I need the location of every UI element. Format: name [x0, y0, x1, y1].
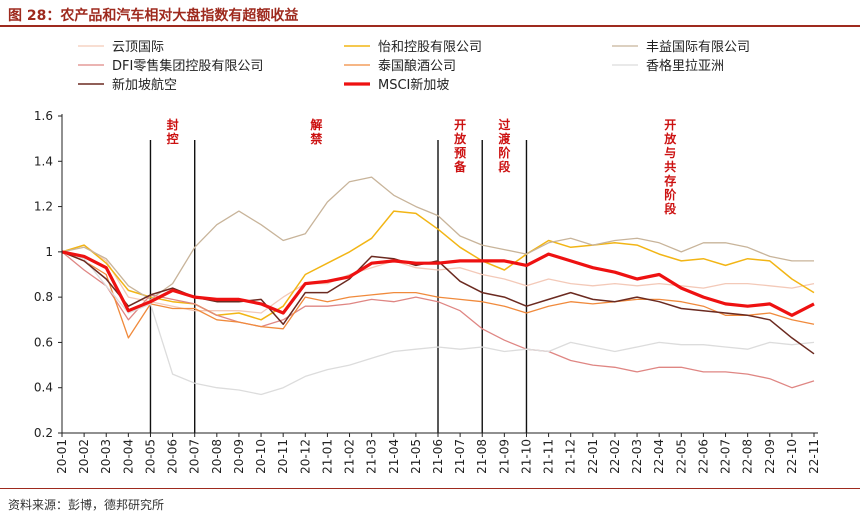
legend-label: 泰国酿酒公司 — [378, 58, 456, 74]
series-line — [61, 210, 815, 321]
legend-item: 丰益国际有限公司 — [612, 40, 750, 55]
x-tick-label: 21-02 — [343, 439, 357, 474]
x-tick-label: 20-05 — [143, 439, 157, 474]
x-tick-label: 21-01 — [320, 439, 334, 474]
x-tick-label: 20-10 — [254, 439, 268, 474]
y-tick-label: 1.2 — [34, 200, 53, 214]
series-line — [61, 250, 815, 317]
x-tick-label: 22-07 — [719, 439, 733, 474]
series-line — [61, 176, 814, 301]
x-tick-label: 21-10 — [519, 439, 533, 474]
legend-item: 云顶国际 — [78, 40, 164, 55]
legend-label: 怡和控股有限公司 — [378, 40, 482, 55]
source-note: 资料来源：彭博，德邦研究所 — [8, 498, 165, 512]
x-tick-label: 22-09 — [763, 439, 777, 474]
x-tick-label: 22-01 — [586, 439, 600, 474]
phase-markers: 封控 解禁 开放预备 过渡阶段 开放与共存阶段 — [149, 117, 677, 433]
phase-label: 封控 — [167, 117, 179, 146]
x-tick-label: 20-07 — [188, 439, 202, 474]
series-line — [61, 251, 815, 389]
legend-label: 丰益国际有限公司 — [646, 40, 750, 55]
legend-item: 泰国酿酒公司 — [344, 58, 456, 74]
phase-label: 解禁 — [310, 117, 322, 146]
legend-item: DFI零售集团控股有限公司 — [78, 58, 263, 74]
x-tick-label: 20-09 — [232, 439, 246, 474]
x-tick-label: 20-12 — [298, 439, 312, 474]
axes: 0.2 0.4 0.6 0.8 1 1.2 1.4 1.6 20-01 20-02 20-03 20-… — [34, 109, 821, 474]
title-divider — [0, 25, 860, 27]
x-tick-label: 21-11 — [542, 439, 556, 474]
x-tick-label: 20-02 — [77, 439, 91, 474]
x-tick-label: 21-04 — [387, 439, 401, 474]
source-divider — [0, 488, 860, 489]
x-tick-label: 21-09 — [497, 439, 511, 474]
x-tick-label: 20-01 — [55, 439, 69, 474]
legend-item: 新加坡航空 — [78, 77, 177, 93]
x-tick-label: 21-05 — [409, 439, 423, 474]
x-tick-label: 22-08 — [741, 439, 755, 474]
x-tick-label: 22-06 — [696, 439, 710, 474]
legend-label: DFI零售集团控股有限公司 — [112, 58, 263, 74]
x-tick-label: 22-03 — [630, 439, 644, 474]
x-tick-label: 22-10 — [785, 439, 799, 474]
x-tick-label: 21-08 — [475, 439, 489, 474]
y-tick-label: 0.2 — [34, 426, 53, 440]
y-tick-label: 1.6 — [34, 109, 53, 123]
x-tick-label: 22-04 — [652, 439, 666, 474]
legend-item: MSCI新加坡 — [344, 77, 449, 93]
line-chart: 云顶国际 怡和控股有限公司 丰益国际有限公司 DFI零售集团控股有限公司 泰国酿酒公司 香… — [34, 40, 821, 474]
x-tick-label: 20-11 — [276, 439, 290, 474]
y-tick-label: 0.8 — [34, 290, 53, 304]
x-tick-label: 21-07 — [453, 439, 467, 474]
x-tick-label: 22-02 — [608, 439, 622, 474]
legend-label: 云顶国际 — [112, 40, 164, 55]
x-tick-label: 22-11 — [807, 439, 821, 474]
y-tick-label: 1.4 — [34, 154, 53, 168]
phase-label: 开放与共存阶段 — [663, 118, 677, 216]
legend: 云顶国际 怡和控股有限公司 丰益国际有限公司 DFI零售集团控股有限公司 泰国酿酒公司 香… — [78, 40, 750, 93]
legend-item: 怡和控股有限公司 — [344, 40, 482, 55]
x-tick-label: 20-06 — [166, 439, 180, 474]
x-tick-label: 22-05 — [674, 439, 688, 474]
x-tick-label: 21-06 — [431, 439, 445, 474]
series-line — [61, 244, 815, 314]
series-line — [61, 251, 815, 339]
x-tick-label: 20-08 — [210, 439, 224, 474]
y-tick-label: 0.4 — [34, 381, 53, 395]
legend-label: 新加坡航空 — [112, 77, 177, 93]
phase-label: 开放预备 — [453, 118, 467, 174]
chart-title: 图 28：农产品和汽车相对大盘指数有超额收益 — [8, 8, 299, 24]
series-group — [61, 176, 815, 396]
x-tick-label: 21-12 — [564, 439, 578, 474]
series-line — [61, 251, 815, 396]
x-tick-label: 20-03 — [99, 439, 113, 474]
legend-label: 香格里拉亚洲 — [646, 58, 724, 74]
y-tick-label: 1 — [45, 245, 53, 259]
legend-label: MSCI新加坡 — [378, 77, 449, 93]
legend-item: 香格里拉亚洲 — [612, 58, 724, 74]
x-tick-label: 21-03 — [365, 439, 379, 474]
y-tick-label: 0.6 — [34, 335, 53, 349]
x-tick-label: 20-04 — [121, 439, 135, 474]
phase-label: 过渡阶段 — [498, 117, 511, 174]
